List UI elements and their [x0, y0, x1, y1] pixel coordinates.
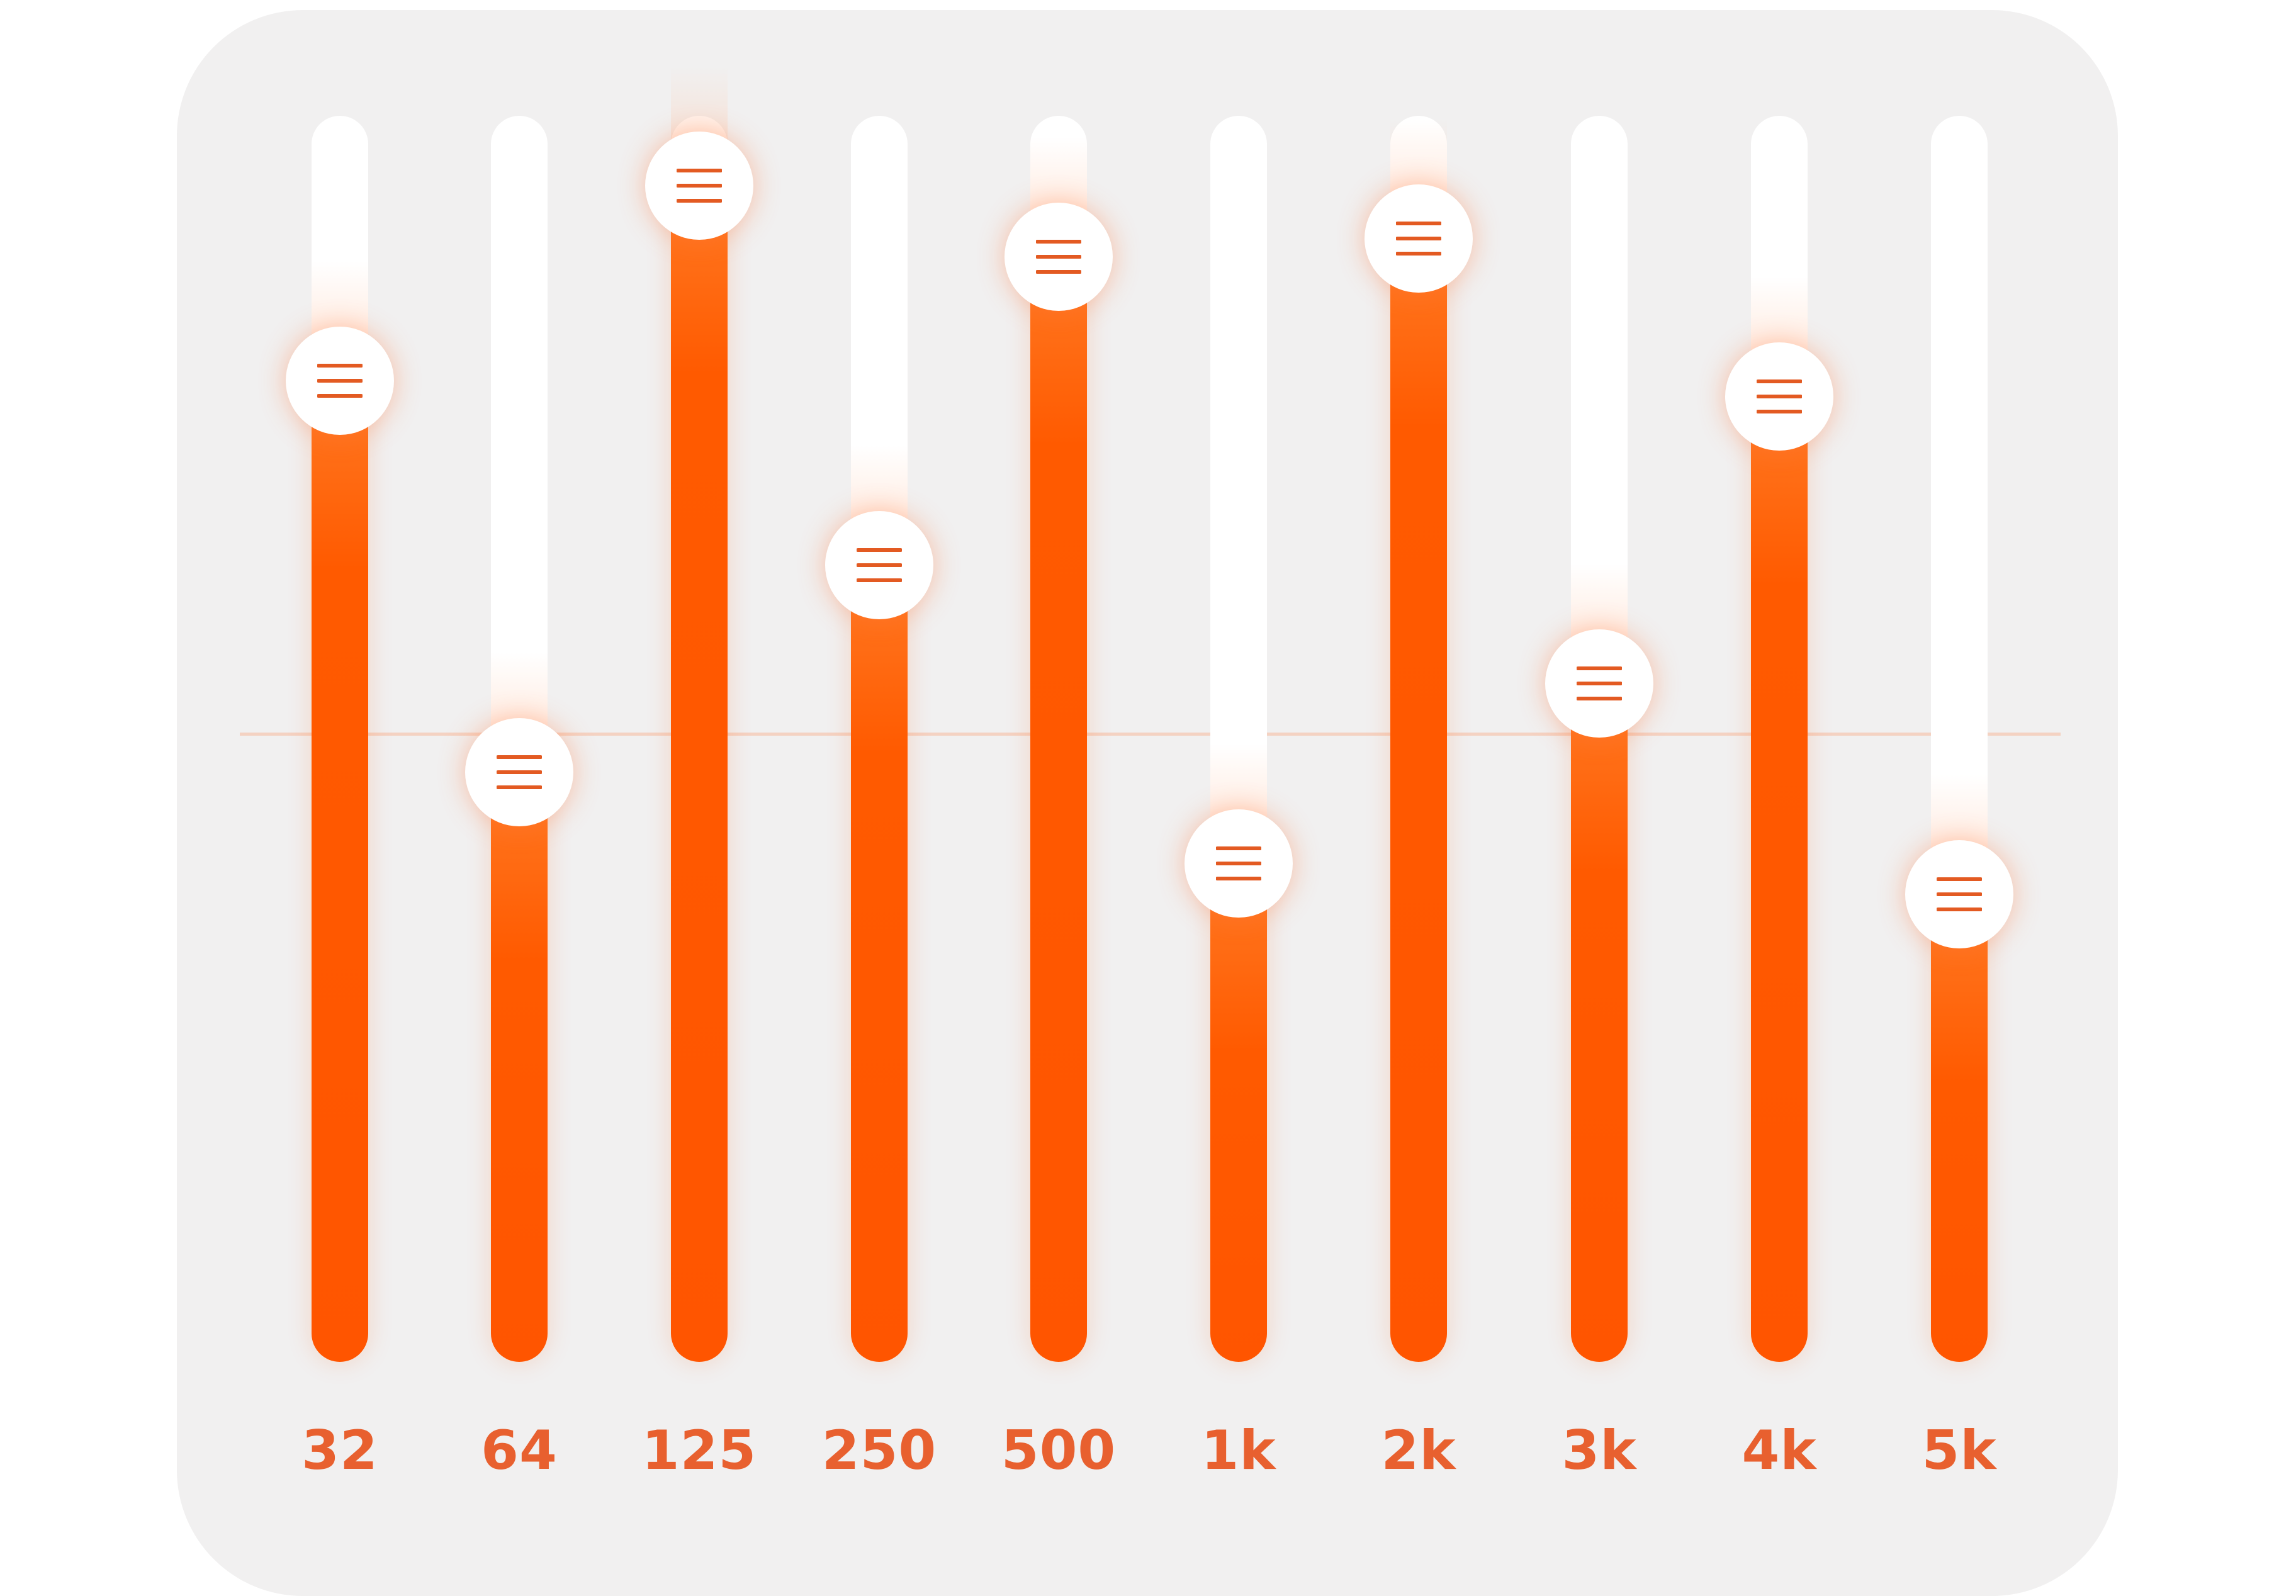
grip-lines-icon [497, 755, 542, 790]
slider-handle[interactable] [825, 511, 933, 620]
grip-lines-icon [1396, 222, 1441, 256]
eq-band-slider[interactable] [1905, 116, 2013, 1362]
grip-lines-icon [1757, 379, 1802, 413]
eq-band-slider[interactable] [1185, 116, 1293, 1362]
eq-band-slider[interactable] [1545, 116, 1653, 1362]
grip-lines-icon [317, 363, 363, 398]
slider-fill [1210, 863, 1267, 1362]
slider-fill [1390, 239, 1447, 1362]
eq-band-slider[interactable] [286, 116, 394, 1362]
eq-band-slider[interactable] [1725, 116, 1833, 1362]
band-frequency-label: 32 [301, 1419, 378, 1482]
slider-fill [491, 772, 548, 1362]
grip-lines-icon [1937, 877, 1982, 911]
grip-lines-icon [857, 548, 902, 583]
slider-handle[interactable] [1365, 184, 1473, 293]
slider-handle[interactable] [1004, 202, 1113, 311]
slider-fill [1030, 256, 1087, 1362]
slider-handle[interactable] [465, 718, 573, 827]
eq-band-slider[interactable] [1365, 116, 1473, 1362]
slider-fill [1571, 683, 1628, 1362]
slider-fill [671, 185, 728, 1362]
eq-band-slider[interactable] [825, 116, 933, 1362]
slider-fill [1751, 396, 1808, 1362]
slider-handle[interactable] [1545, 629, 1653, 738]
grip-lines-icon [1577, 666, 1622, 701]
slider-handle[interactable] [286, 326, 394, 435]
band-frequency-label: 3k [1562, 1419, 1637, 1482]
slider-fill [312, 380, 368, 1362]
band-frequency-label: 2k [1381, 1419, 1456, 1482]
eq-band-slider[interactable] [465, 116, 573, 1362]
slider-handle[interactable] [1905, 840, 2013, 948]
band-frequency-label: 5k [1922, 1419, 1997, 1482]
band-frequency-label: 4k [1742, 1419, 1817, 1482]
grip-lines-icon [677, 168, 722, 203]
slider-handle[interactable] [1725, 342, 1833, 451]
equalizer-panel [177, 10, 2118, 1596]
slider-handle[interactable] [1185, 809, 1293, 918]
band-frequency-label: 500 [1001, 1419, 1117, 1482]
slider-handle[interactable] [645, 131, 753, 240]
band-frequency-label: 1k [1201, 1419, 1276, 1482]
band-frequency-label: 125 [641, 1419, 757, 1482]
slider-fill [851, 565, 908, 1362]
eq-band-slider[interactable] [1004, 116, 1113, 1362]
grip-lines-icon [1216, 846, 1261, 881]
band-frequency-label: 64 [481, 1419, 558, 1482]
slider-fill [1931, 894, 1988, 1362]
eq-band-slider[interactable] [645, 65, 753, 1362]
band-frequency-label: 250 [821, 1419, 937, 1482]
grip-lines-icon [1036, 239, 1081, 274]
zero-gain-line [240, 733, 2061, 736]
